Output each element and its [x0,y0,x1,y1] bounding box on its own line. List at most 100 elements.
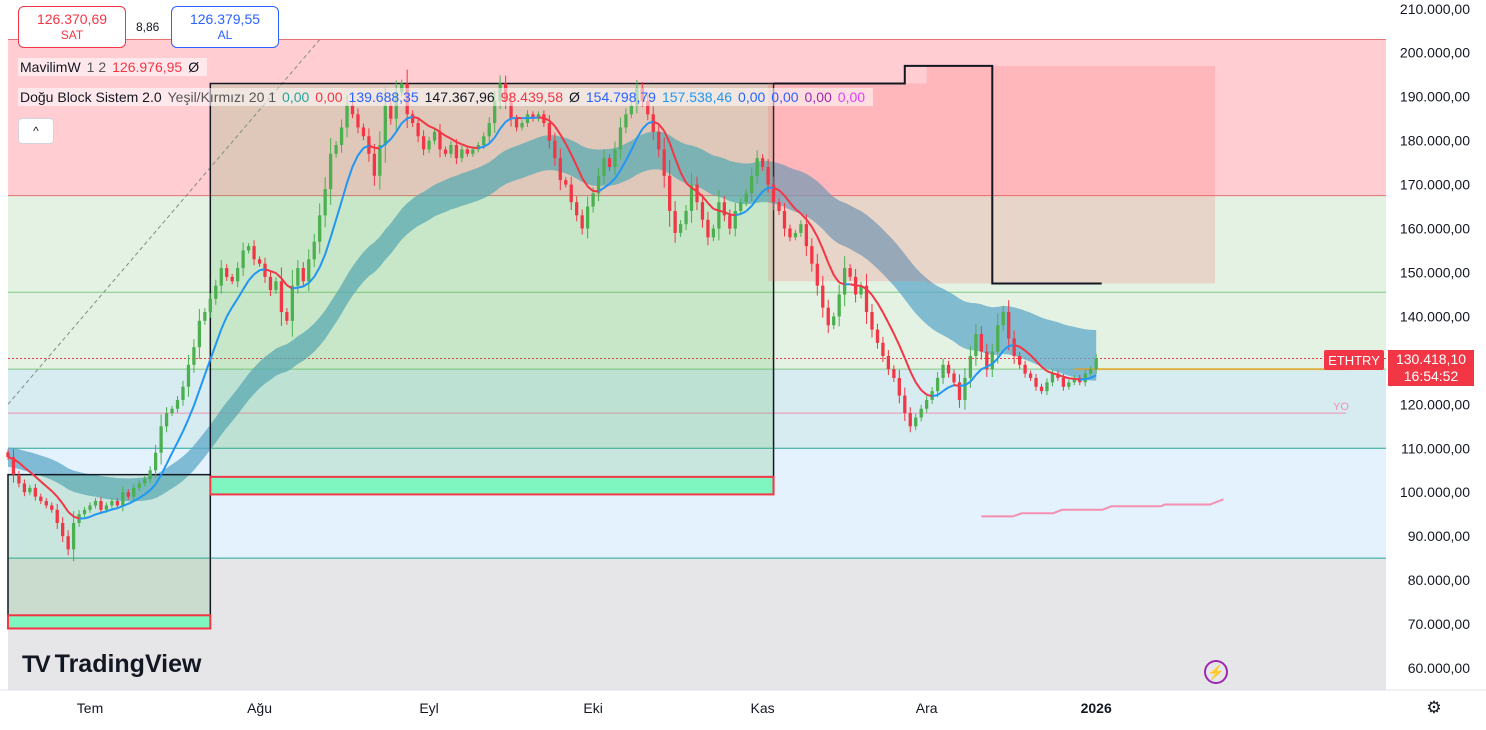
mavilim-segment [433,127,441,133]
candle-body [760,158,765,168]
price-tick-label: 170.000,00 [1400,177,1470,193]
mavilim-segment [144,489,151,496]
buy-label: AL [217,28,233,42]
mavilim-segment [95,511,102,516]
candle-body [695,184,699,203]
candle-body [613,149,617,168]
mavilim-segment [351,154,359,168]
legend-dogu-v8: 0,00 [738,89,766,105]
legend-mavilim[interactable]: MavilimW 1 2 126.976,95 Ø [18,58,208,76]
candle-body [837,294,841,317]
candle-body [77,514,81,523]
mavilim-segment [395,122,403,133]
time-tick-label: Ağu [247,700,272,716]
tradingview-logo[interactable]: TV TradingView [22,650,201,679]
mavilim-segment [575,165,584,179]
sell-label: SAT [60,28,84,42]
mavilim-segment [735,213,741,217]
collapse-legend-button[interactable]: ^ [18,118,54,144]
price-tick-label: 80.000,00 [1408,572,1470,588]
tradingview-wordmark: TradingView [54,650,202,678]
mavilim-segment [1063,375,1070,380]
candle-body [963,377,967,400]
candle-body [733,210,737,229]
candle-body [93,501,98,506]
mavilim-segment [29,471,36,478]
mavilim-segment [154,474,162,485]
price-tick-label: 90.000,00 [1408,528,1470,544]
legend-mavilim-name: MavilimW [20,59,81,75]
legend-dogu-v11: 0,00 [837,89,866,105]
candle-body [547,123,551,141]
candle-body [126,492,130,497]
mavilim-segment [18,461,26,469]
mavilim-segment [280,277,288,286]
candle-body [301,268,305,282]
time-tick-label: Tem [77,700,103,716]
mavilim-segment [887,322,895,335]
candle-body [804,224,809,247]
mavilim-segment [417,117,425,124]
mavilim-segment [34,475,42,483]
legend-dogu-v9: 0,00 [771,89,799,105]
candle-body [629,105,634,115]
mavilim-segment [445,134,452,140]
mavilim-segment [855,284,862,287]
mavilim-segment [674,157,682,173]
mavilim-segment [292,286,298,290]
mavilim-segment [363,144,370,150]
mavilim-segment [122,502,129,507]
candle-body [334,145,338,154]
mavilim-segment [559,133,567,145]
candle-body [66,536,70,550]
mavilim-segment [1068,377,1075,380]
candle-body [28,487,32,493]
candle-body [848,268,852,277]
mavilim-segment [986,363,993,368]
candle-body [61,522,65,537]
candle-body [558,158,562,181]
candle-body [367,136,371,154]
mavilim-segment [45,485,53,492]
time-tick-label: Ara [916,700,938,716]
sell-button[interactable]: 126.370,69 SAT [18,6,126,48]
candle-body [668,175,672,211]
candle-body [585,206,590,229]
buy-button[interactable]: 126.379,55 AL [171,6,279,48]
candle-body [148,470,152,480]
candle-body [279,281,284,313]
mavilim-segment [505,117,512,123]
candle-body [979,334,983,352]
mavilim-segment [1008,344,1015,347]
gear-icon[interactable]: ⚙ [1426,698,1442,717]
candle-body [624,114,628,128]
mavilim-segment [832,274,840,284]
candle-body [575,202,579,216]
legend-dogu-block[interactable]: Doğu Block Sistem 2.0 Yeşil/Kırmızı 20 1 0… [18,88,874,106]
mavilim-segment [461,143,468,148]
mavilim-segment [865,288,873,296]
candlesticks [6,69,1098,562]
mavilim-segment [67,510,75,518]
zone-3 [8,448,1386,559]
candle-body [214,285,218,299]
mavilim-segment [1035,360,1043,368]
candle-body [1001,312,1005,326]
price-tick-label: 70.000,00 [1408,616,1470,632]
mavilim-segment [423,121,430,127]
bolt-icon[interactable]: ⚡ [1204,660,1228,684]
candle-body [564,180,568,185]
mavilim-segment [450,137,457,143]
candle-body [71,522,76,550]
candle-body [411,114,415,124]
candle-body [181,386,185,400]
candle-body [509,101,513,119]
candle-body [766,167,770,185]
moving-average-band [8,131,1097,502]
mavilim-segment [598,187,605,193]
mavilim-segment [127,500,135,505]
mavilim-segment [73,515,80,520]
candle-body [990,351,994,370]
mavilim-segment [209,344,217,360]
